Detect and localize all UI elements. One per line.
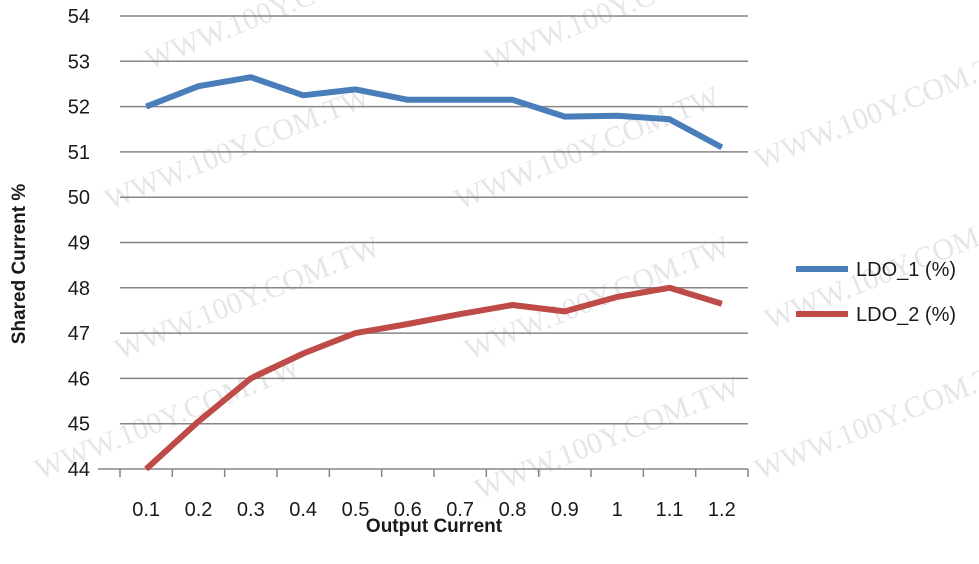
watermark-text: WWW.100Y.COM.TW	[110, 230, 385, 367]
watermark-text: WWW.100Y.COM.TW	[480, 0, 755, 76]
legend-label-ldo-1: LDO_1 (%)	[856, 259, 956, 281]
x-tick-label: 1	[612, 499, 623, 521]
series-line-2	[144, 284, 723, 472]
data-point	[355, 332, 356, 334]
data-point	[616, 115, 618, 117]
y-tick-label: 45	[68, 414, 90, 436]
series-lines	[144, 74, 724, 472]
watermark-text: WWW.100Y.COM.TW	[100, 80, 375, 217]
data-point	[198, 85, 199, 87]
y-tick-label: 49	[68, 233, 90, 255]
x-tick-label: 0.2	[185, 499, 213, 521]
y-tick-label: 54	[68, 6, 90, 28]
data-point	[145, 468, 147, 470]
legend: LDO_1 (%) LDO_2 (%)	[796, 259, 956, 326]
x-tick-label: 1.1	[656, 499, 684, 521]
x-tick-label: 1.2	[708, 499, 736, 521]
series-line-1	[145, 74, 724, 151]
data-point	[459, 313, 461, 315]
data-point	[721, 303, 723, 305]
data-point	[355, 88, 356, 90]
watermark: WWW.100Y.COM.TW WWW.100Y.COM.TWWWW.100Y.C…	[30, 0, 979, 506]
data-point	[302, 352, 304, 354]
x-tick-label: 0.7	[446, 499, 474, 521]
y-tick-label: 46	[68, 368, 90, 390]
data-point	[512, 304, 513, 306]
data-point	[302, 94, 304, 96]
x-tick-label: 0.1	[132, 499, 160, 521]
y-tick-label: 50	[68, 187, 90, 209]
y-tick-label: 52	[68, 97, 90, 119]
data-point	[564, 116, 566, 118]
data-point	[564, 310, 566, 312]
x-axis-title: Output Current	[366, 516, 503, 537]
y-tick-label: 44	[68, 459, 90, 481]
tick-labels: 44 45 46 47 48 49 50 51 52 53 54 0.1 0.2 0.3 0.4 0.5 0.6…	[68, 6, 736, 521]
x-tick-label: 0.3	[237, 499, 265, 521]
axes	[98, 468, 749, 477]
watermark-text: WWW.100Y.COM.TW	[750, 350, 979, 487]
data-point	[669, 118, 670, 120]
y-tick-label: 48	[68, 278, 90, 300]
x-tick-label: 0.6	[394, 499, 422, 521]
x-tick-label: 0.4	[289, 499, 317, 521]
watermark-text: WWW.100Y.COM.TW	[750, 40, 979, 177]
watermark-text: WWW.100Y.COM.TW	[470, 370, 745, 507]
data-point	[250, 377, 252, 379]
data-point	[512, 99, 513, 101]
data-point	[407, 99, 409, 101]
data-point	[198, 420, 199, 422]
gridlines	[120, 15, 748, 425]
data-point	[459, 99, 461, 101]
x-tick-label: 0.8	[499, 499, 527, 521]
x-tick-label: 0.9	[551, 499, 579, 521]
y-tick-label: 47	[68, 323, 90, 345]
data-point	[407, 323, 409, 325]
legend-label-ldo-2: LDO_2 (%)	[856, 304, 956, 326]
y-tick-label: 53	[68, 51, 90, 73]
y-axis-title: Shared Current %	[9, 184, 30, 345]
data-point	[669, 287, 670, 289]
watermark-text: WWW.100Y.COM.TW	[140, 0, 415, 76]
data-point	[616, 296, 618, 298]
data-point	[250, 76, 252, 78]
y-tick-label: 51	[68, 142, 90, 164]
data-point	[721, 146, 723, 148]
data-point	[145, 106, 147, 108]
x-tick-label: 0.5	[342, 499, 370, 521]
